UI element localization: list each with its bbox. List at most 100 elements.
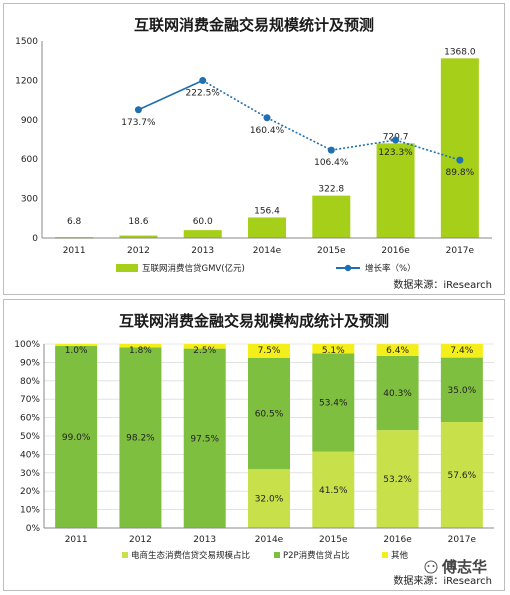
x-tick-label: 2017e — [446, 246, 475, 256]
bar-gmv — [440, 58, 479, 238]
y-tick-label: 10% — [20, 506, 40, 516]
x-tick-label: 2015e — [317, 246, 346, 256]
growth-point — [456, 156, 464, 164]
growth-line-segment — [331, 139, 396, 151]
source-note: 数据来源：iResearch — [393, 574, 492, 587]
legend-marker-growth — [344, 264, 352, 272]
y-tick-label: 90% — [20, 358, 40, 368]
growth-label: 222.5% — [186, 89, 221, 99]
growth-point — [199, 77, 207, 84]
growth-line-segment — [202, 79, 268, 119]
y-tick-label: 80% — [20, 377, 40, 387]
y-tick-label: 70% — [20, 395, 40, 405]
growth-line-segment — [395, 139, 461, 161]
growth-label: 160.4% — [250, 126, 285, 136]
y-tick-label: 50% — [20, 432, 40, 442]
legend-label-other: 其他 — [391, 550, 409, 561]
y-tick-label: 40% — [20, 450, 40, 460]
bar-value-label: 156.4 — [254, 206, 280, 216]
bar-segment-p2p — [440, 357, 483, 423]
segment-value-label: 98.2% — [126, 434, 155, 444]
bar-value-label: 60.0 — [193, 217, 213, 227]
source-note: 数据来源：iResearch — [393, 278, 492, 291]
growth-point — [327, 146, 335, 154]
bar-segment-other — [440, 344, 483, 358]
y-tick-label: 1200 — [15, 76, 38, 86]
bar-segment-p2p — [55, 345, 98, 528]
x-tick-label: 2012 — [127, 246, 150, 256]
bar-value-label: 1368.0 — [444, 47, 476, 57]
chart-title: 互联网消费金融交易规模构成统计及预测 — [119, 312, 389, 330]
segment-value-label: 57.6% — [448, 471, 477, 481]
y-tick-label: 100% — [14, 340, 40, 350]
y-tick-label: 1500 — [15, 37, 38, 47]
y-tick-label: 300 — [21, 195, 38, 205]
bar-gmv — [312, 195, 351, 238]
segment-value-label: 60.5% — [255, 409, 284, 419]
legend-label-gmv: 互联网消费信贷GMV(亿元) — [142, 263, 245, 274]
segment-value-label: 40.3% — [383, 389, 412, 399]
x-tick-label: 2015e — [319, 535, 348, 545]
legend-swatch-p2p — [274, 552, 280, 558]
legend: 电商生态消费信贷交易规模占比 P2P消费信贷占比 其他 — [122, 550, 409, 561]
segment-value-label: 7.4% — [450, 346, 473, 356]
growth-label: 173.7% — [121, 118, 156, 128]
bar-segment-p2p — [248, 357, 290, 470]
segment-value-label: 53.4% — [319, 399, 348, 409]
y-tick-label: 0 — [32, 234, 38, 244]
segment-value-label: 1.0% — [65, 346, 88, 356]
legend-swatch-other — [382, 552, 388, 558]
composition-chart-svg: 互联网消费金融交易规模构成统计及预测 99.0% 1.0% 98.2% 1.8% 97.… — [14, 312, 494, 587]
x-tick-label: 2016e — [383, 535, 412, 545]
bar-value-label: 322.8 — [318, 185, 344, 195]
y-tick-label: 900 — [21, 116, 38, 126]
bar-gmv — [248, 217, 286, 238]
y-tick-label: 20% — [20, 487, 40, 497]
bar-gmv — [376, 143, 415, 238]
bar-segment-ecommerce — [248, 469, 290, 528]
growth-point — [134, 106, 142, 114]
y-tick-label: 600 — [21, 155, 38, 165]
bar-segment-p2p — [119, 347, 162, 528]
chart-title: 互联网消费金融交易规模统计及预测 — [134, 16, 374, 34]
bar-segment-p2p — [183, 348, 226, 528]
bar-value-label: 6.8 — [67, 217, 82, 227]
gmv-chart-svg: 互联网消费金融交易规模统计及预测 6.818.660.0156.4322.872… — [15, 16, 492, 291]
y-tick-label: 60% — [20, 414, 40, 424]
chart-panel-composition: 互联网消费金融交易规模构成统计及预测 99.0% 1.0% 98.2% 1.8% 97.… — [3, 299, 505, 591]
segment-value-label: 53.2% — [383, 475, 412, 485]
x-tick-label: 2013 — [191, 246, 214, 256]
x-tick-label: 2013 — [193, 535, 216, 545]
chart-panel-gmv: 互联网消费金融交易规模统计及预测 6.818.660.0156.4322.872… — [3, 3, 505, 295]
legend: 互联网消费信贷GMV(亿元) 增长率（%） — [116, 263, 416, 274]
y-tick-label: 30% — [20, 469, 40, 479]
growth-label: 106.4% — [314, 158, 349, 168]
x-tick-label: 2011 — [65, 535, 88, 545]
segment-value-label: 7.5% — [258, 346, 281, 356]
bar-value-label: 18.6 — [128, 217, 148, 227]
legend-label-p2p: P2P消费信贷占比 — [283, 550, 350, 561]
growth-label: 123.3% — [378, 148, 413, 158]
bar-gmv — [119, 235, 158, 238]
bar-segment-ecommerce — [376, 430, 419, 528]
segment-value-label: 35.0% — [448, 386, 477, 396]
bar-segment-p2p — [312, 353, 355, 452]
growth-line-segment — [138, 79, 204, 111]
growth-label: 89.8% — [446, 168, 475, 178]
bar-segment-ecommerce — [312, 451, 355, 528]
x-tick-label: 2014e — [255, 535, 284, 545]
bar-segment-other — [55, 344, 98, 346]
segment-value-label: 2.5% — [193, 346, 216, 356]
segment-value-label: 6.4% — [386, 346, 409, 356]
segment-value-label: 5.1% — [322, 346, 345, 356]
segment-value-label: 32.0% — [255, 495, 284, 505]
bar-segment-other — [119, 344, 162, 348]
legend-label-ecommerce: 电商生态消费信贷交易规模占比 — [131, 550, 250, 561]
segment-value-label: 99.0% — [62, 433, 91, 443]
bar-gmv — [183, 230, 222, 238]
watermark-text: 傅志华 — [441, 558, 487, 576]
bar-segment-other — [248, 344, 290, 358]
segment-value-label: 41.5% — [319, 486, 348, 496]
legend-label-growth: 增长率（%） — [365, 263, 416, 274]
legend-swatch-gmv — [116, 264, 138, 272]
